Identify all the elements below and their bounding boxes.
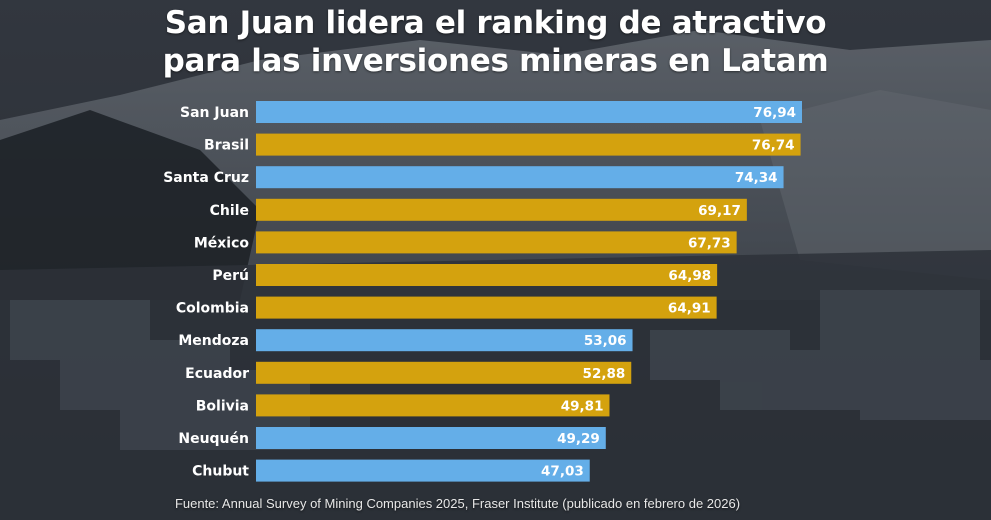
- bar-santa-cruz: [256, 166, 784, 189]
- category-label-neuquen: Neuquén: [178, 431, 249, 447]
- bar-chile: [256, 198, 747, 221]
- bar-chubut: [256, 459, 590, 482]
- source-note: Fuente: Annual Survey of Mining Companie…: [174, 496, 741, 511]
- bar-mexico: [256, 231, 737, 254]
- chart-title-line-1: San Juan lidera el ranking de atractivo: [164, 5, 827, 41]
- bar-neuquen: [256, 427, 606, 449]
- category-label-chubut: Chubut: [192, 464, 249, 480]
- value-label-brasil: 76,74: [752, 138, 795, 154]
- category-label-santa-cruz: Santa Cruz: [163, 170, 249, 186]
- chart-title: San Juan lidera el ranking de atractivo …: [0, 4, 991, 80]
- value-label-san-juan: 76,94: [753, 105, 796, 121]
- bar-brasil: [256, 133, 801, 156]
- category-label-mendoza: Mendoza: [178, 333, 249, 349]
- value-label-ecuador: 52,88: [583, 366, 626, 382]
- category-label-peru: Perú: [212, 268, 249, 284]
- category-label-mexico: México: [194, 235, 250, 251]
- bar-bolivia: [256, 394, 610, 417]
- category-label-san-juan: San Juan: [180, 105, 249, 121]
- value-label-peru: 64,98: [668, 268, 711, 284]
- value-label-santa-cruz: 74,34: [735, 170, 778, 186]
- bar-ecuador: [256, 361, 632, 384]
- value-label-bolivia: 49,81: [561, 398, 604, 414]
- bar-mendoza: [256, 329, 633, 352]
- bar-colombia: [256, 296, 717, 319]
- category-label-colombia: Colombia: [176, 301, 249, 317]
- category-label-bolivia: Bolivia: [196, 398, 249, 414]
- bar-peru: [256, 264, 718, 286]
- category-label-chile: Chile: [210, 203, 249, 219]
- value-label-mexico: 67,73: [688, 235, 731, 251]
- value-label-chubut: 47,03: [541, 464, 584, 480]
- category-label-brasil: Brasil: [204, 138, 249, 154]
- value-label-chile: 69,17: [698, 203, 741, 219]
- category-label-ecuador: Ecuador: [185, 366, 249, 382]
- bar-san-juan: [256, 101, 802, 123]
- value-label-neuquen: 49,29: [557, 431, 600, 447]
- value-label-mendoza: 53,06: [584, 333, 627, 349]
- chart-title-line-2: para las inversiones mineras en Latam: [162, 43, 829, 79]
- value-label-colombia: 64,91: [668, 301, 711, 317]
